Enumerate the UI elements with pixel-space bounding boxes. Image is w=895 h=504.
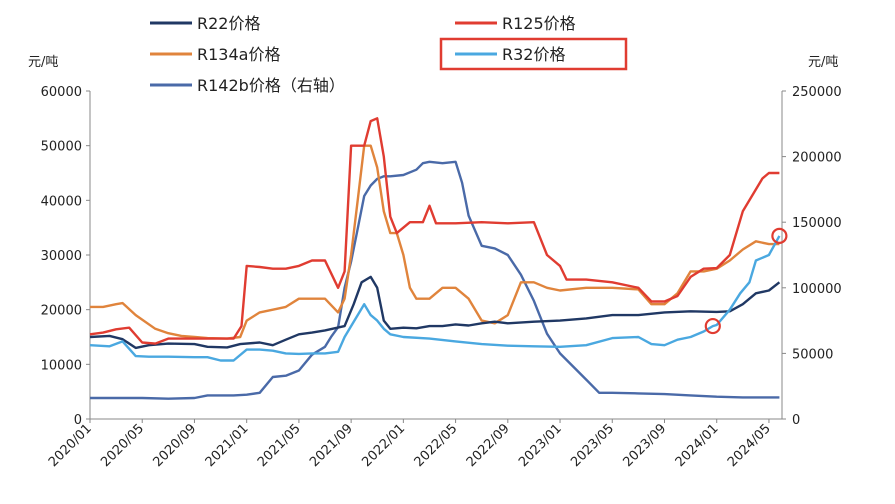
- right-tick-label: 200000: [792, 151, 842, 166]
- left-tick-label: 30000: [41, 249, 82, 264]
- right-axis-unit: 元/吨: [808, 55, 838, 70]
- series-lines: [89, 117, 781, 400]
- right-tick-label: 0: [792, 413, 800, 428]
- left-tick-label: 50000: [41, 140, 82, 155]
- highlight-circle: [771, 227, 788, 244]
- x-tick-label: 2024/01: [673, 421, 722, 470]
- annotations: [704, 227, 788, 335]
- x-tick-label: 2023/09: [621, 421, 670, 470]
- right-tick-label: 150000: [792, 216, 842, 231]
- x-tick-label: 2021/05: [255, 421, 304, 470]
- left-tick-label: 10000: [41, 358, 82, 373]
- left-axis-ticks: 0 10000 20000 30000 40000 50000 60000: [41, 85, 90, 428]
- legend-label-r125: R125价格: [502, 14, 576, 33]
- left-tick-label: 60000: [41, 85, 82, 100]
- legend-label-r22: R22价格: [197, 14, 260, 33]
- left-tick-label: 40000: [41, 194, 82, 209]
- x-tick-label: 2020/09: [150, 421, 199, 470]
- left-axis-unit: 元/吨: [28, 55, 58, 70]
- right-axis-ticks: 0 50000 100000 150000 200000 250000: [782, 85, 842, 428]
- x-tick-label: 2021/01: [203, 421, 252, 470]
- right-tick-label: 100000: [792, 282, 842, 297]
- series-line-R125价格: [89, 117, 780, 345]
- series-line-R134a价格: [90, 144, 780, 340]
- series-line-R22价格: [89, 275, 781, 350]
- series-line-R32价格: [89, 235, 781, 362]
- series-line-R142b价格（右轴）: [90, 160, 780, 400]
- x-tick-label: 2023/05: [568, 421, 617, 470]
- x-tick-label: 2020/01: [46, 421, 95, 470]
- highlight-circle: [704, 317, 721, 335]
- x-tick-label: 2022/01: [359, 421, 408, 470]
- x-tick-label: 2023/01: [516, 421, 565, 470]
- legend: R22价格 R125价格 R134a价格 R32价格 R142b价格（右轴）: [150, 14, 628, 95]
- x-tick-label: 2021/09: [307, 421, 356, 470]
- legend-label-r134a: R134a价格: [197, 45, 280, 64]
- x-tick-label: 2022/05: [412, 421, 461, 470]
- legend-label-r142b: R142b价格（右轴）: [197, 76, 345, 95]
- x-tick-label: 2020/05: [98, 421, 147, 470]
- left-tick-label: 0: [74, 413, 82, 428]
- legend-highlight-box: [439, 37, 628, 71]
- legend-label-r32: R32价格: [502, 45, 565, 64]
- left-tick-label: 20000: [41, 304, 82, 319]
- right-tick-label: 250000: [792, 85, 842, 100]
- x-tick-label: 2022/09: [464, 421, 513, 470]
- x-axis-ticks: 2020/01 2020/05 2020/09 2021/01 2021/05 2021/…: [46, 419, 774, 470]
- right-tick-label: 50000: [792, 347, 833, 362]
- x-tick-label: 2024/05: [725, 421, 774, 470]
